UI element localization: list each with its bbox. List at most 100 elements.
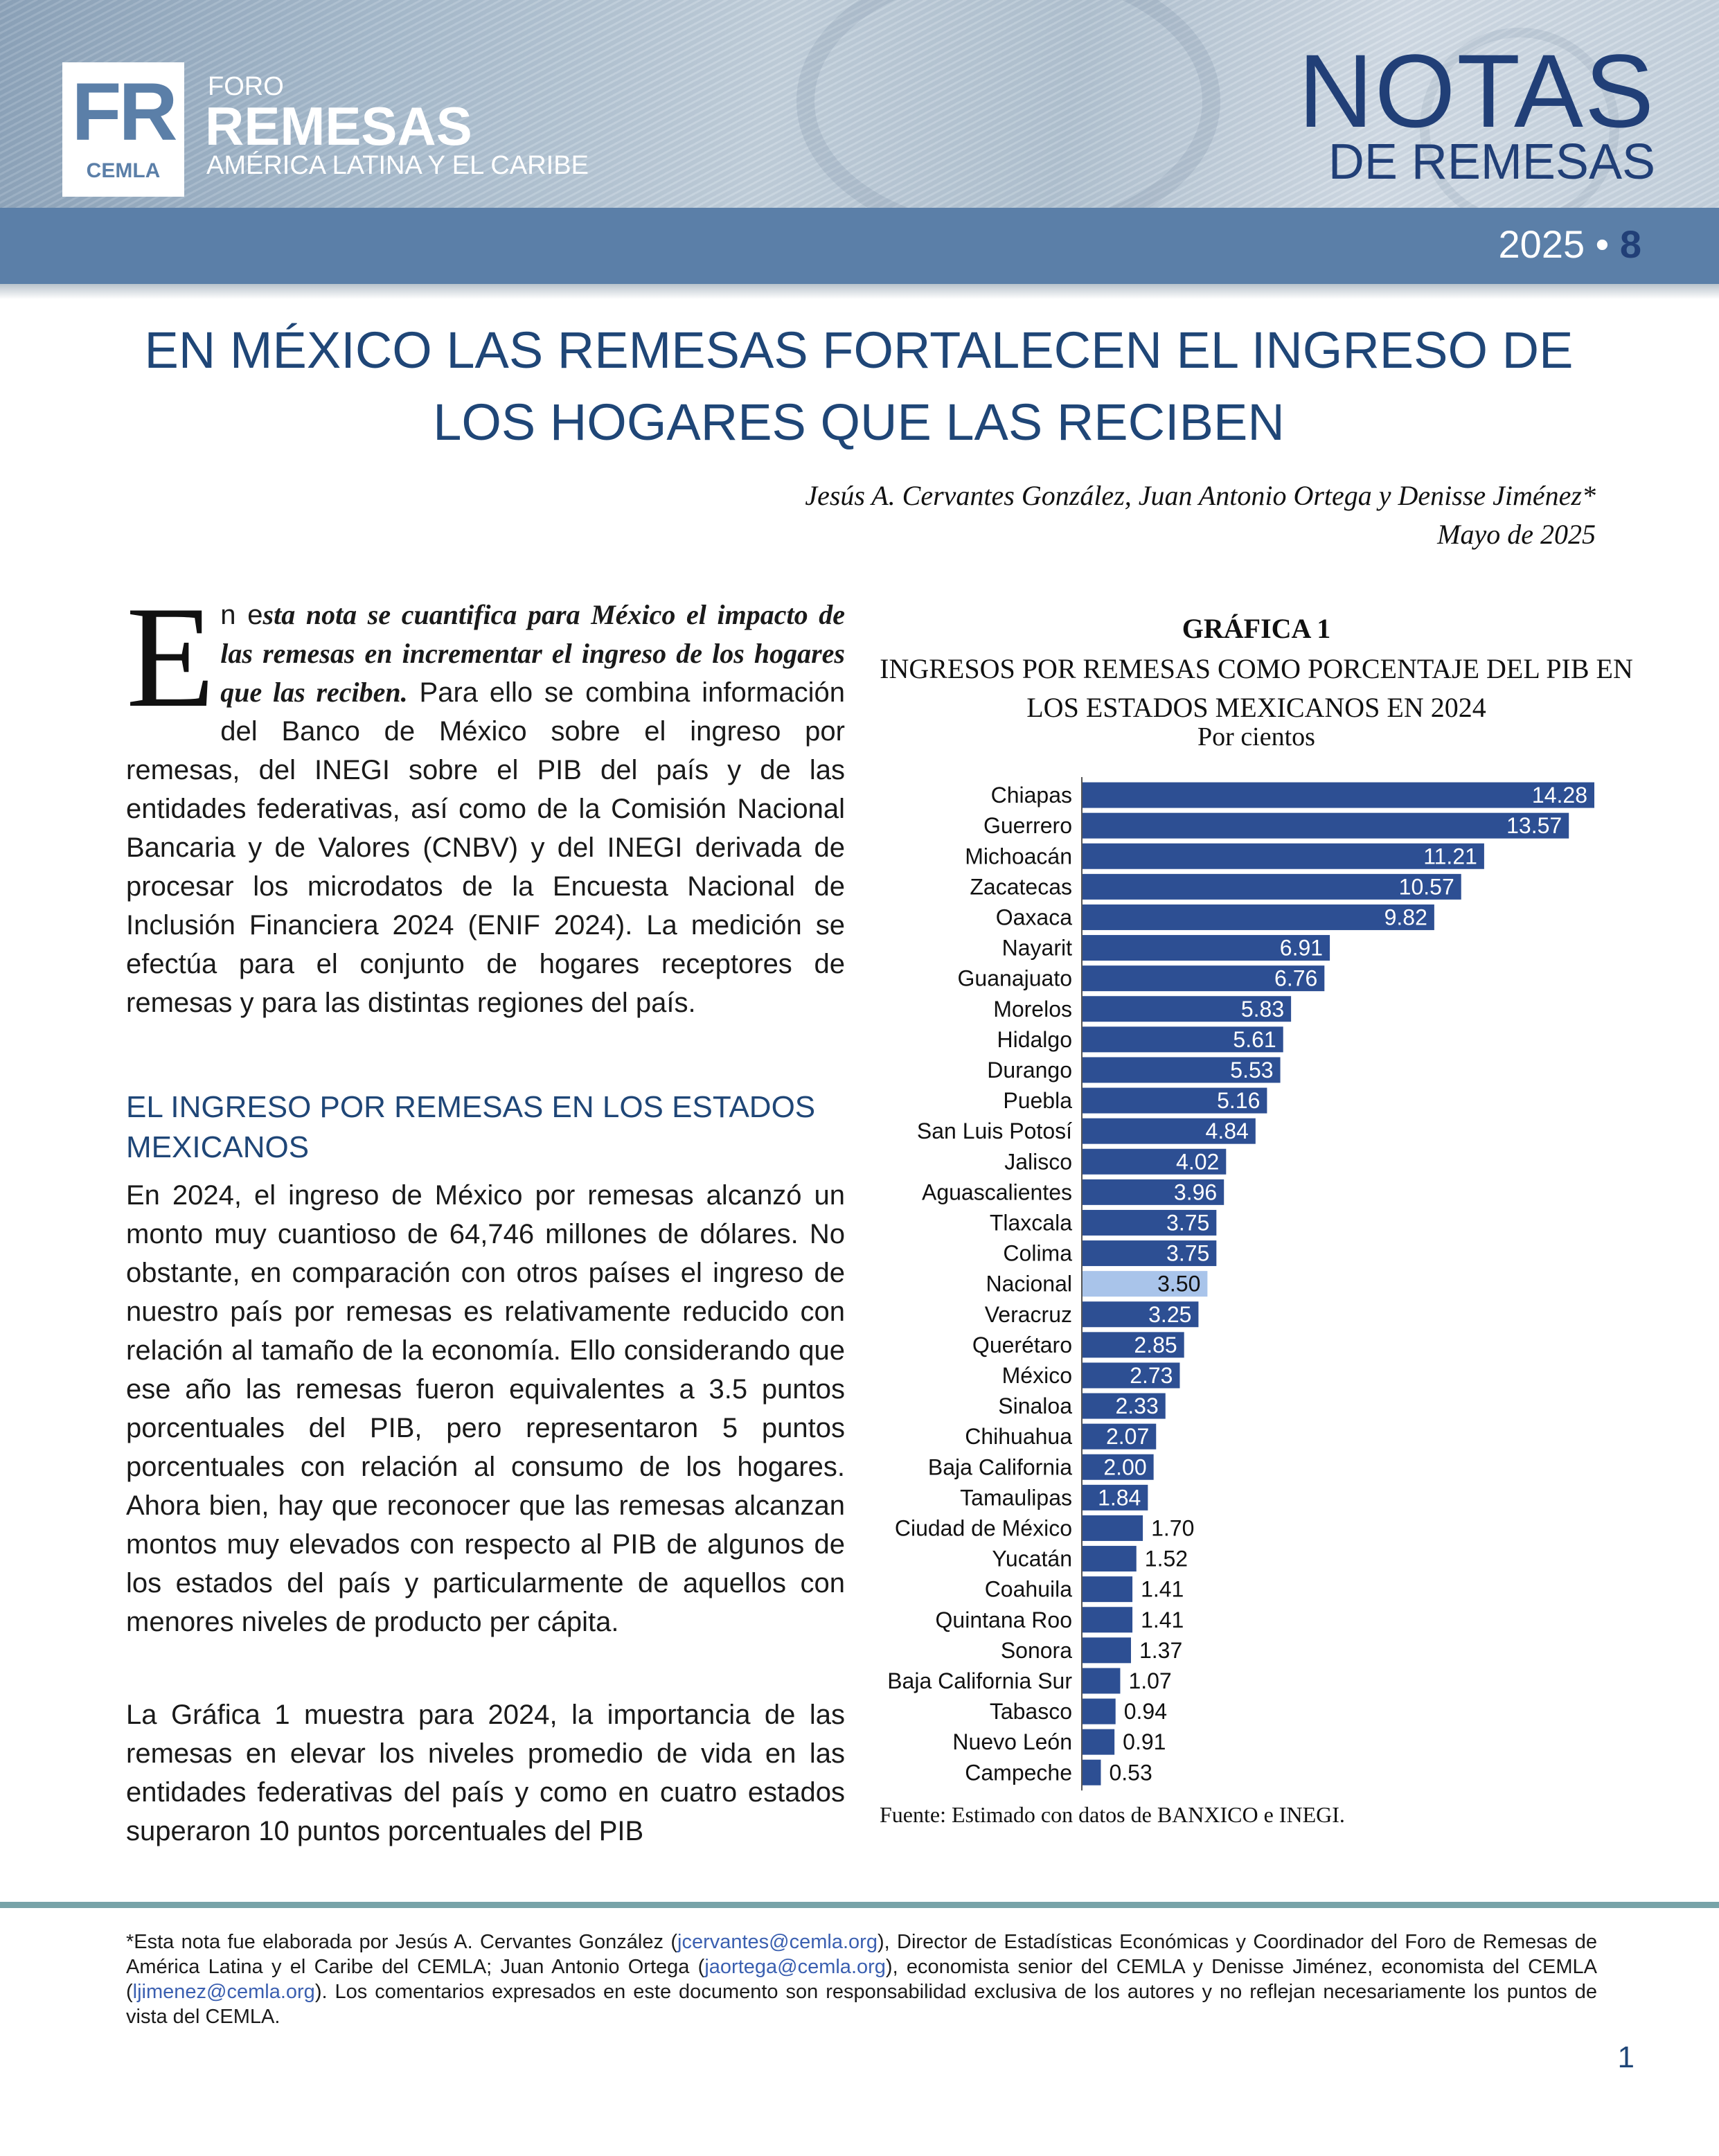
category-label-ciudad-de-mexico: Ciudad de México [895, 1515, 1072, 1540]
category-label-quintana-roo: Quintana Roo [936, 1607, 1072, 1632]
article-byline: Jesús A. Cervantes González, Juan Antoni… [623, 476, 1596, 554]
email-link-cervantes[interactable]: jcervantes@cemla.org [677, 1931, 878, 1953]
bar-oaxaca [1082, 904, 1434, 930]
value-label-queretaro: 2.85 [1134, 1333, 1177, 1357]
value-label-baja-california-sur: 1.07 [1128, 1668, 1171, 1693]
bar-morelos [1082, 996, 1292, 1022]
page-number: 1 [1617, 2040, 1635, 2074]
category-label-chiapas: Chiapas [991, 783, 1072, 808]
bar-sinaloa [1082, 1393, 1166, 1419]
category-label-jalisco: Jalisco [1004, 1149, 1072, 1174]
header-shadow [0, 284, 1719, 299]
article-title: EN MÉXICO LAS REMESAS FORTALECEN EL INGR… [144, 321, 1574, 451]
value-label-san-luis-potosi: 4.84 [1206, 1119, 1249, 1143]
category-label-baja-california-sur: Baja California Sur [887, 1668, 1072, 1693]
category-label-oaxaca: Oaxaca [996, 905, 1072, 929]
bar-baja-california-sur [1082, 1668, 1121, 1694]
bar-ciudad-de-mexico [1082, 1515, 1143, 1541]
footnote-text-4: ). Los comentarios expresados en este do… [126, 1981, 1597, 2028]
author-footnote: *Esta nota fue elaborada por Jesús A. Ce… [126, 1930, 1597, 2029]
category-label-zacatecas: Zacatecas [970, 874, 1072, 899]
category-label-colima: Colima [1003, 1241, 1072, 1266]
bar-baja-california [1082, 1454, 1154, 1480]
value-label-michoacan: 11.21 [1423, 844, 1477, 868]
category-label-yucatan: Yucatán [992, 1547, 1072, 1571]
body-paragraph-1: En 2024, el ingreso de México por remesa… [126, 1180, 845, 1637]
logo-fr-text: FR [71, 66, 177, 158]
value-label-veracruz: 3.25 [1148, 1302, 1191, 1327]
publication-title-de-remesas: DE REMESAS [1328, 134, 1655, 190]
value-label-quintana-roo: 1.41 [1141, 1607, 1184, 1632]
header-banner: FR CEMLA FORO REMESAS AMÉRICA LATINA Y E… [0, 0, 1719, 208]
category-label-michoacan: Michoacán [965, 844, 1072, 868]
value-label-durango: 5.53 [1230, 1058, 1273, 1083]
bar-veracruz [1082, 1301, 1199, 1328]
value-label-morelos: 5.83 [1241, 997, 1284, 1022]
value-label-tamaulipas: 1.84 [1098, 1485, 1141, 1510]
bar-quintana-roo [1082, 1607, 1133, 1633]
bar-tamaulipas [1082, 1484, 1148, 1511]
email-link-ortega[interactable]: jaortega@cemla.org [704, 1956, 886, 1978]
category-label-sonora: Sonora [1001, 1638, 1072, 1663]
logo-region-text: AMÉRICA LATINA Y EL CARIBE [206, 151, 589, 180]
bar-nacional [1082, 1271, 1208, 1297]
remittances-gdp-bar-chart: Chiapas 14.28 Guerrero 13.57 Michoacán 11.21 Z… [887, 777, 1594, 1791]
bar-michoacan [1082, 843, 1484, 869]
chart-label: GRÁFICA 1 [1182, 613, 1331, 644]
value-label-nacional: 3.50 [1157, 1272, 1200, 1297]
category-label-sinaloa: Sinaloa [998, 1393, 1072, 1418]
value-label-sonora: 1.37 [1139, 1638, 1182, 1663]
email-link-jimenez[interactable]: ljimenez@cemla.org [132, 1981, 315, 2003]
footer-rule [0, 1902, 1719, 1908]
bar-mexico [1082, 1362, 1180, 1389]
publication-title-notas: NOTAS [1298, 33, 1655, 149]
footnote-text-2: ), Director de Estadísticas Económicas y… [126, 1931, 1597, 1978]
logo-remesas-text: REMESAS [205, 96, 472, 157]
foro-remesas-logo[interactable]: FR CEMLA [62, 62, 184, 197]
bar-chiapas [1082, 782, 1594, 808]
value-label-zacatecas: 10.57 [1399, 874, 1454, 899]
issue-number: 8 [1619, 222, 1641, 266]
bar-chihuahua [1082, 1423, 1157, 1450]
category-label-mexico: México [1002, 1363, 1072, 1388]
category-label-tlaxcala: Tlaxcala [990, 1210, 1072, 1235]
category-label-morelos: Morelos [993, 997, 1072, 1022]
footnote-text-1: *Esta nota fue elaborada por Jesús A. Ce… [126, 1931, 678, 1953]
category-label-baja-california: Baja California [928, 1454, 1072, 1479]
value-label-oaxaca: 9.82 [1384, 905, 1427, 929]
bar-campeche [1082, 1759, 1101, 1785]
category-label-chihuahua: Chihuahua [965, 1424, 1072, 1449]
category-label-tabasco: Tabasco [990, 1699, 1072, 1724]
value-label-tlaxcala: 3.75 [1166, 1210, 1209, 1235]
category-label-hidalgo: Hidalgo [997, 1027, 1072, 1052]
bar-queretaro [1082, 1332, 1184, 1358]
value-label-aguascalientes: 3.96 [1174, 1179, 1217, 1204]
bar-hidalgo [1082, 1026, 1283, 1053]
category-label-nayarit: Nayarit [1002, 936, 1072, 961]
logo-foro-text: FORO [208, 72, 284, 101]
footnote-text-3: ), economista senior del CEMLA y Denisse… [126, 1956, 1597, 2003]
issue-label: 2025 • 8 [1385, 222, 1641, 267]
bar-puebla [1082, 1087, 1267, 1114]
value-label-ciudad-de-mexico: 1.70 [1151, 1515, 1194, 1540]
category-label-aguascalientes: Aguascalientes [922, 1179, 1072, 1204]
category-label-durango: Durango [987, 1058, 1072, 1083]
category-label-nuevo-leon: Nuevo León [952, 1729, 1072, 1754]
bar-nayarit [1082, 935, 1330, 961]
bar-durango [1082, 1057, 1281, 1083]
intro-rest: Para ello se combina información del Ban… [126, 677, 845, 1018]
category-label-campeche: Campeche [965, 1760, 1072, 1785]
chart-source: Fuente: Estimado con datos de BANXICO e … [880, 1802, 1345, 1827]
bar-jalisco [1082, 1148, 1227, 1175]
value-label-nayarit: 6.91 [1280, 936, 1323, 961]
bar-sonora [1082, 1637, 1131, 1664]
bar-san-luis-potosi [1082, 1118, 1256, 1144]
value-label-yucatan: 1.52 [1145, 1547, 1188, 1571]
value-label-baja-california: 2.00 [1103, 1454, 1146, 1479]
value-label-hidalgo: 5.61 [1233, 1027, 1276, 1052]
value-label-nuevo-leon: 0.91 [1123, 1729, 1166, 1754]
category-label-veracruz: Veracruz [985, 1302, 1072, 1327]
value-label-puebla: 5.16 [1217, 1088, 1260, 1113]
bar-tlaxcala [1082, 1209, 1217, 1236]
